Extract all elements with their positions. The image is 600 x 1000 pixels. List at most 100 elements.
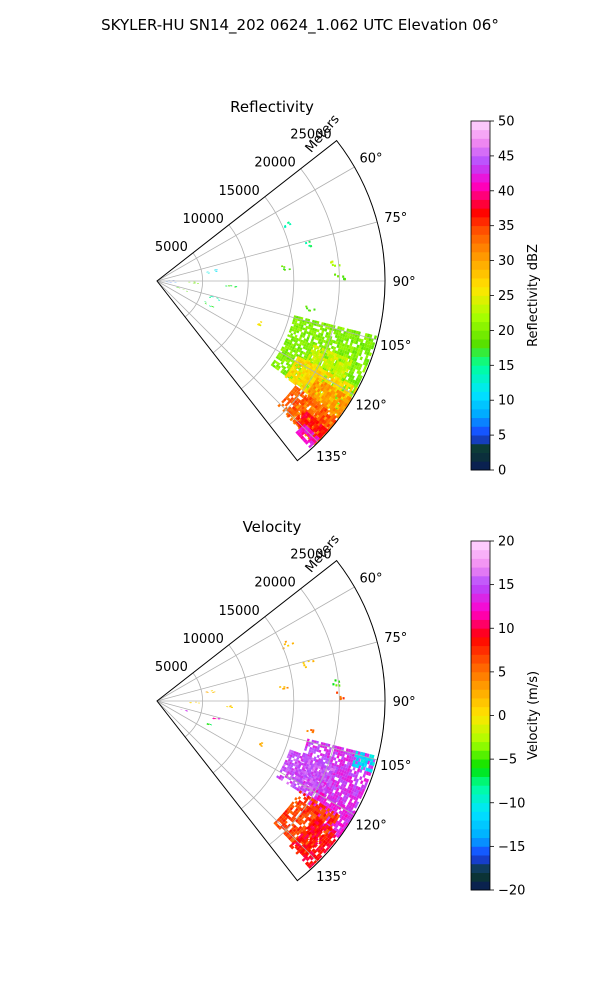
echo-pixel bbox=[336, 691, 339, 694]
echo-pixel bbox=[260, 741, 264, 745]
echo-pixel bbox=[226, 706, 229, 708]
reflectivity-echo-layer bbox=[162, 221, 377, 449]
colorbar-segment bbox=[471, 558, 490, 568]
colorbar-segment bbox=[471, 802, 490, 812]
angle-tick-label: 120° bbox=[355, 399, 386, 414]
echo-pixel bbox=[178, 287, 181, 289]
colorbar-segment bbox=[471, 584, 490, 594]
colorbar-segment bbox=[471, 671, 490, 681]
echo-pixel bbox=[308, 240, 311, 243]
echo-pixel bbox=[283, 266, 286, 268]
echo-pixel bbox=[207, 272, 210, 274]
echo-pixel bbox=[185, 710, 188, 712]
colorbar-segment bbox=[471, 190, 490, 200]
echo-pixel bbox=[185, 709, 188, 711]
radial-tick-label: 5000 bbox=[155, 240, 188, 255]
echo-pixel bbox=[230, 285, 233, 287]
colorbar-segment bbox=[471, 724, 490, 734]
colorbar-segment bbox=[471, 794, 490, 804]
colorbar-tick-label: 0 bbox=[498, 464, 506, 479]
colorbar-tick-label: 15 bbox=[498, 578, 515, 593]
colorbar-segment bbox=[471, 855, 490, 865]
radial-tick-label: 25000 bbox=[290, 128, 331, 143]
colorbar-segment bbox=[471, 602, 490, 612]
echo-pixel bbox=[193, 281, 196, 283]
colorbar-segment bbox=[471, 121, 490, 131]
colorbar-segment bbox=[471, 619, 490, 629]
colorbar-segment bbox=[471, 260, 490, 270]
angle-gridline bbox=[156, 700, 378, 761]
colorbar-segment bbox=[471, 365, 490, 375]
colorbar-segment bbox=[471, 872, 490, 882]
radial-gridline bbox=[184, 672, 203, 738]
colorbar-segment bbox=[471, 863, 490, 873]
echo-pixel bbox=[302, 661, 305, 665]
echo-pixel bbox=[310, 728, 313, 732]
colorbar-segment bbox=[471, 304, 490, 314]
echo-pixel bbox=[259, 324, 262, 327]
colorbar-segment bbox=[471, 286, 490, 296]
echo-pixel bbox=[305, 305, 308, 308]
colorbar-segment bbox=[471, 549, 490, 559]
echo-pixel bbox=[235, 285, 238, 288]
colorbar-segment bbox=[471, 837, 490, 847]
echo-pixel bbox=[334, 679, 337, 682]
colorbar-segment bbox=[471, 138, 490, 148]
echo-pixel bbox=[209, 305, 212, 307]
echo-pixel bbox=[259, 742, 262, 745]
echo-pixel bbox=[313, 308, 316, 311]
colorbar-segment bbox=[471, 645, 490, 655]
colorbar-tick-label: 50 bbox=[498, 115, 515, 130]
echo-pixel bbox=[185, 710, 188, 712]
echo-pixel bbox=[216, 297, 219, 299]
echo-pixel bbox=[288, 223, 292, 226]
radial-gridline bbox=[240, 616, 295, 810]
echo-pixel bbox=[230, 706, 233, 709]
colorbar-tick-label: 0 bbox=[498, 709, 506, 724]
reflectivity-colorbar: 0 5 10 15 20 25 30 35 40 45 50 bbox=[470, 115, 515, 479]
colorbar-segment bbox=[471, 767, 490, 777]
echo-pixel bbox=[180, 708, 183, 710]
echo-pixel bbox=[213, 691, 216, 693]
reflectivity-angle-ticks: 60° 75° 90° 105° 120° 135° bbox=[316, 151, 416, 464]
echo-pixel bbox=[304, 666, 308, 669]
velocity-echo-layer bbox=[180, 640, 376, 869]
colorbar-segment bbox=[471, 356, 490, 366]
colorbar-segment bbox=[471, 776, 490, 786]
echo-pixel bbox=[309, 245, 313, 248]
colorbar-segment bbox=[471, 155, 490, 166]
echo-pixel bbox=[281, 265, 284, 268]
colorbar-tick-label: 10 bbox=[498, 394, 515, 409]
echo-pixel bbox=[283, 225, 287, 229]
colorbar-segment bbox=[471, 567, 490, 577]
echo-pixel bbox=[304, 241, 308, 245]
echo-pixel bbox=[206, 271, 209, 273]
echo-pixel bbox=[283, 268, 286, 271]
angle-tick-label: 90° bbox=[393, 695, 416, 710]
echo-clutter bbox=[180, 640, 345, 748]
colorbar-segment bbox=[471, 593, 490, 603]
colorbar-segment bbox=[471, 689, 490, 699]
colorbar-segment bbox=[471, 216, 490, 227]
velocity-angle-ticks: 60° 75° 90° 105° 120° 135° bbox=[316, 571, 416, 884]
echo-pixel bbox=[331, 260, 334, 263]
colorbar-segment bbox=[471, 269, 490, 279]
colorbar-segment bbox=[471, 382, 490, 392]
echo-pixel bbox=[333, 264, 337, 267]
echo-pixel bbox=[218, 717, 221, 720]
angle-tick-label: 75° bbox=[384, 631, 407, 646]
echo-pixel bbox=[334, 273, 337, 276]
radial-tick-label: 5000 bbox=[155, 660, 188, 675]
colorbar-segment bbox=[471, 881, 490, 891]
echo-pixel bbox=[206, 692, 209, 694]
angle-tick-label: 120° bbox=[355, 819, 386, 834]
echo-pixel bbox=[212, 718, 215, 720]
velocity-colorbar: −20 −15 −10 −5 0 5 10 15 20 bbox=[470, 535, 525, 899]
echo-pixel bbox=[339, 697, 342, 700]
angle-gridline bbox=[156, 280, 378, 341]
angle-gridline bbox=[156, 586, 355, 702]
colorbar-segment bbox=[471, 417, 490, 427]
colorbar-tick-label: 10 bbox=[498, 622, 515, 637]
echo-pixel bbox=[205, 691, 208, 693]
